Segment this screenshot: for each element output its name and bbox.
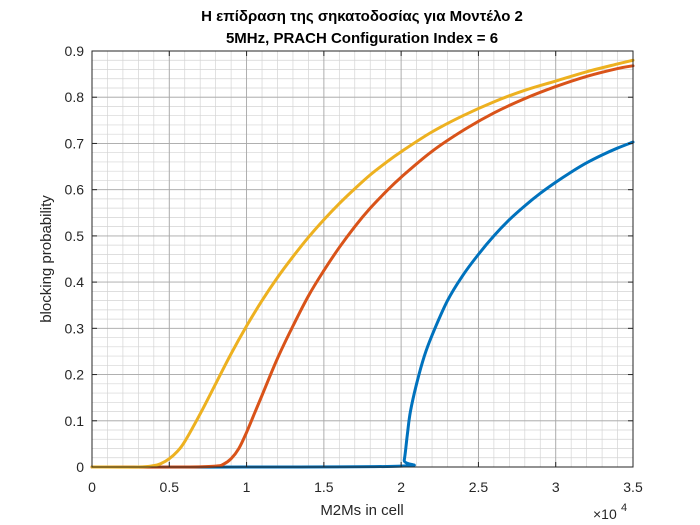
title-line-2: 5MHz, PRACH Configuration Index = 6	[226, 30, 498, 47]
x-tick-label: 2	[397, 479, 405, 495]
y-tick-label: 0.3	[65, 320, 85, 336]
y-tick-label: 0.5	[65, 228, 85, 244]
plot-area	[92, 51, 633, 467]
x-axis-ticks: 0 0.5 1 1.5 2 2.5 3 3.5	[88, 51, 643, 495]
y-tick-label: 0.9	[65, 43, 85, 59]
x-tick-label: 1	[243, 479, 251, 495]
x-tick-label: 1.5	[314, 479, 334, 495]
x-exponent-power: 4	[621, 502, 627, 514]
y-tick-label: 0.1	[65, 413, 85, 429]
y-tick-label: 0.6	[65, 182, 85, 198]
data-series	[90, 58, 635, 469]
series-line-blue	[90, 140, 635, 469]
x-exponent-base: ×10	[593, 506, 617, 522]
y-tick-label: 0.4	[65, 274, 85, 290]
y-axis-ticks: 0 0.1 0.2 0.3 0.4 0.5 0.6 0.7 0.8 0.9	[65, 43, 633, 475]
y-axis-label: blocking probability	[38, 195, 55, 323]
x-tick-label: 0	[88, 479, 96, 495]
chart-title: Η επίδραση της σηκατοδοσίας για Μοντέλο …	[201, 8, 523, 47]
y-tick-label: 0	[76, 459, 84, 475]
x-tick-label: 0.5	[160, 479, 180, 495]
x-tick-label: 3	[552, 479, 560, 495]
x-tick-label: 2.5	[469, 479, 489, 495]
axes-box	[91, 50, 634, 468]
y-tick-label: 0.8	[65, 89, 85, 105]
x-tick-label: 3.5	[623, 479, 643, 495]
x-axis-label: M2Ms in cell	[320, 502, 403, 519]
x-axis-exponent: ×10 4	[593, 502, 627, 522]
y-tick-label: 0.2	[65, 367, 85, 383]
y-tick-label: 0.7	[65, 135, 85, 151]
series-line-red	[90, 64, 635, 469]
title-line-1: Η επίδραση της σηκατοδοσίας για Μοντέλο …	[201, 8, 523, 25]
series-line-yellow	[90, 58, 635, 469]
